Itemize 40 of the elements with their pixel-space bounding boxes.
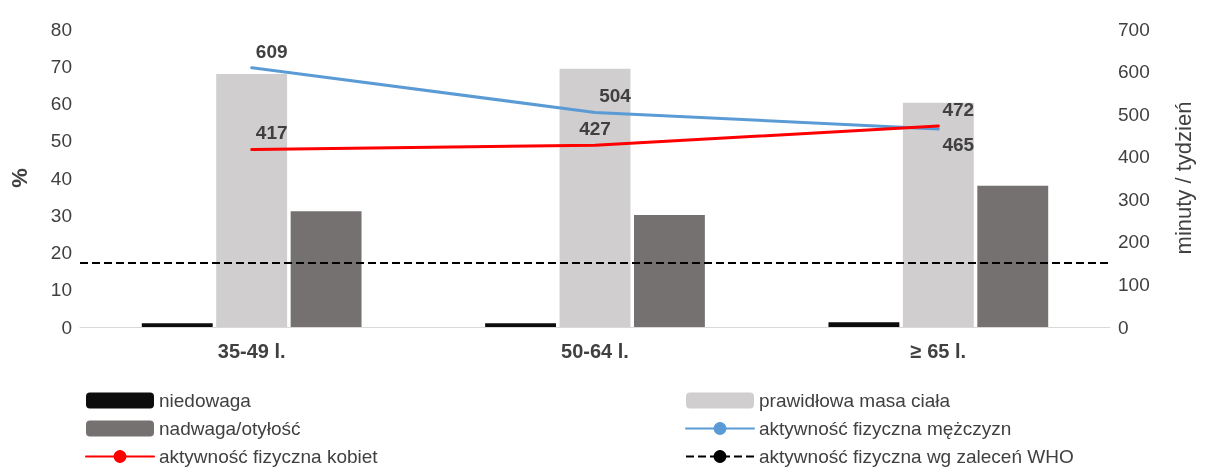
legend-label: niedowaga [159,390,252,411]
data-label: 417 [255,122,288,144]
y2-tick-label: 600 [1118,61,1150,83]
y2-tick-label: 0 [1118,316,1129,338]
legend-label: nadwaga/otyłość [159,418,301,439]
legend-label: aktywność fizyczna kobiet [159,446,379,467]
bar [633,214,705,327]
y2-tick-label: 400 [1118,146,1150,168]
y-tick-label: 0 [61,316,72,338]
y-tick-label: 60 [50,93,72,114]
legend-label: aktywność fizyczna mężczyzn [759,418,1012,439]
bar [485,323,557,327]
data-label: 472 [942,99,975,121]
data-label: 427 [579,118,611,140]
y-tick-label: 30 [50,204,72,226]
y-tick-label: 80 [50,18,72,40]
y-tick-label: 50 [50,130,72,152]
y2-tick-label: 200 [1118,231,1150,253]
bar [290,211,362,327]
bar [828,322,900,327]
bar [141,323,213,327]
legend-label: aktywność fizyczna wg zaleceń WHO [759,446,1074,467]
y2-tick-label: 300 [1118,188,1150,210]
y2-tick-label: 500 [1118,103,1150,125]
data-label: 609 [255,40,288,62]
data-label: 504 [599,85,632,107]
x-tick-label: 35-49 l. [217,340,286,362]
y-tick-label: 10 [50,279,72,301]
legend-label: prawidłowa masa ciała [759,390,951,411]
y2-tick-label: 100 [1118,273,1150,295]
y-axis-title: % [6,168,32,188]
bar [977,185,1049,327]
x-tick-label: 50-64 l. [561,340,629,362]
y2-axis-title: minuty / tydzień [1170,101,1196,255]
y2-tick-label: 700 [1118,18,1150,40]
y-tick-label: 20 [50,242,72,263]
data-label: 465 [942,134,975,156]
y-tick-label: 40 [50,167,72,189]
x-tick-label: ≥ 65 l. [910,340,967,362]
y-tick-label: 70 [50,55,72,77]
